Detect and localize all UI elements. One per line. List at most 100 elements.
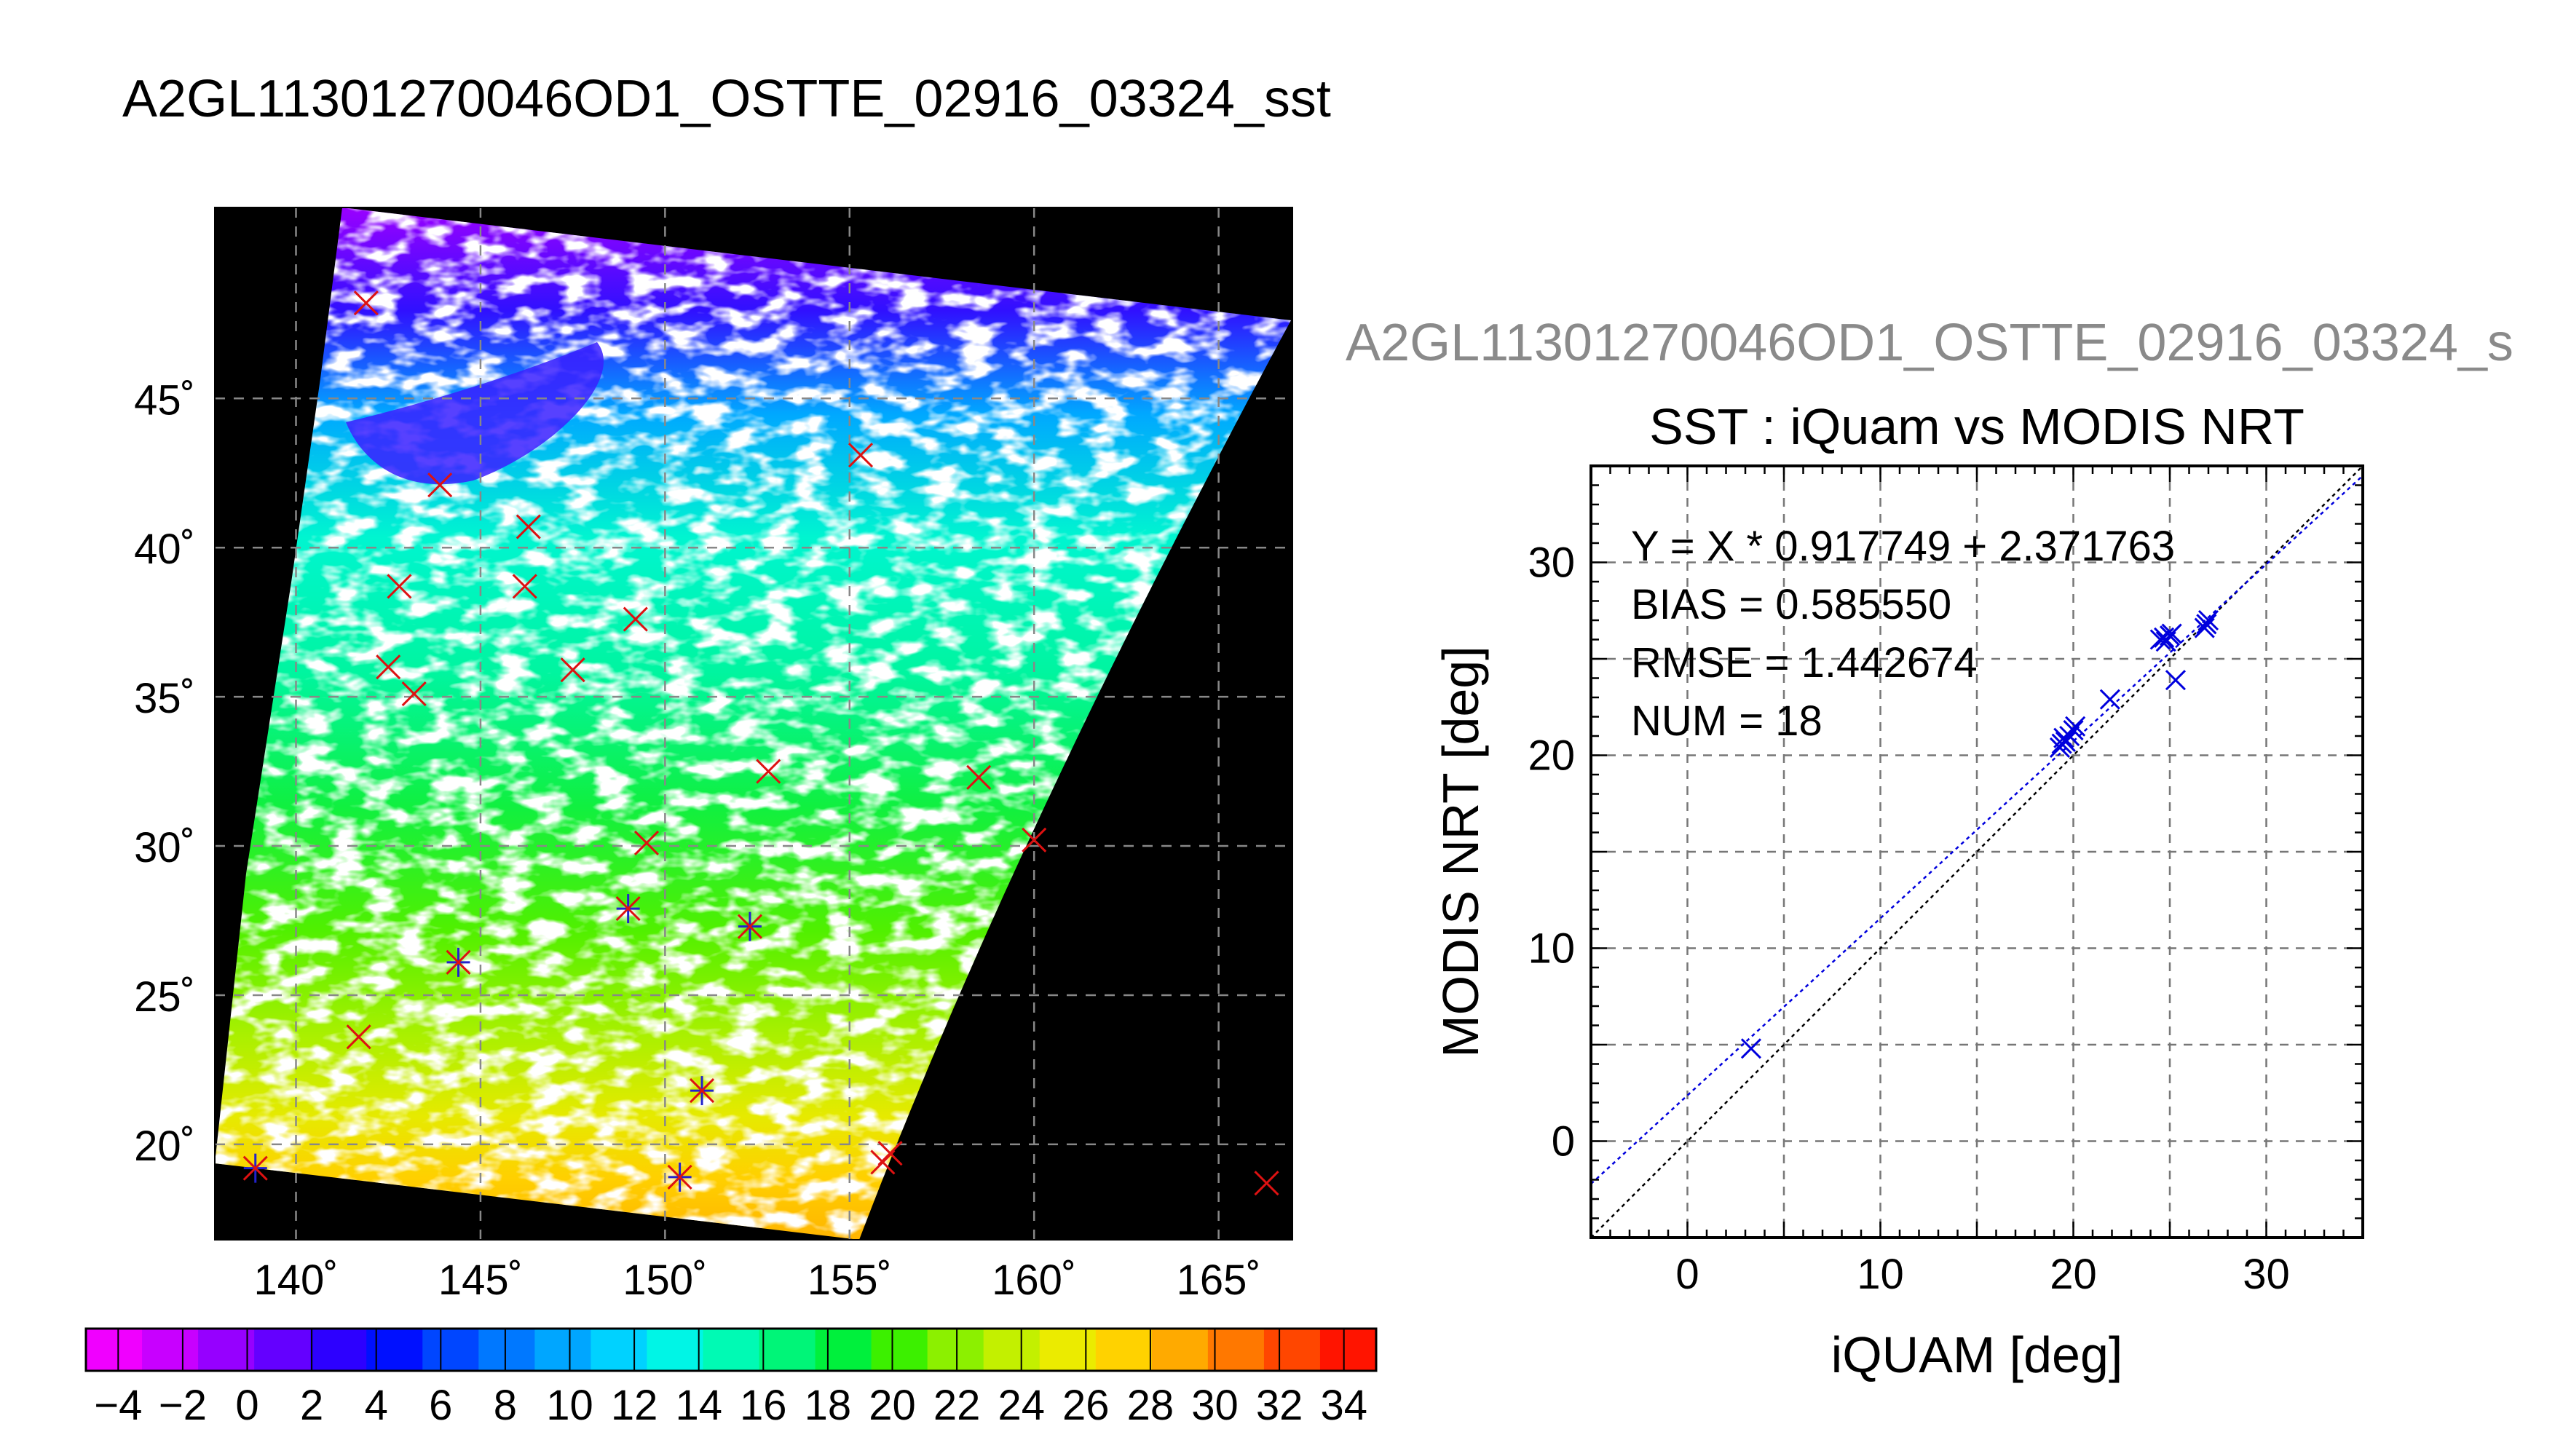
map-marker-x xyxy=(427,472,453,498)
map-marker-x xyxy=(560,657,585,683)
map-lat-label: 20˚ xyxy=(134,1123,195,1170)
scatter-point xyxy=(2161,623,2182,644)
map-lon-label: 150˚ xyxy=(623,1257,707,1304)
colorbar-label: 16 xyxy=(740,1382,787,1429)
colorbar-swatch xyxy=(478,1329,535,1371)
map-lat-labels: 20˚ 25˚ 30˚ 35˚ 40˚ 45˚ xyxy=(134,376,195,1170)
scatter-grid xyxy=(1591,466,2363,1238)
y-axis-label: MODIS NRT [deg] xyxy=(1432,646,1489,1057)
colorbar-swatch xyxy=(366,1329,423,1371)
colorbar-swatch xyxy=(198,1329,255,1371)
colorbar-label: 6 xyxy=(429,1382,452,1429)
colorbar-frame xyxy=(84,1327,1378,1372)
scatter-xtick-label: 20 xyxy=(2050,1251,2097,1298)
colorbar-swatch xyxy=(1039,1329,1097,1371)
map-lat-label: 35˚ xyxy=(134,675,195,722)
scatter-plot: 0 10 20 30 0 10 20 30 Y = X * 0.917749 + 2.3717… xyxy=(1528,464,2364,1298)
colorbar-swatch xyxy=(983,1329,1040,1371)
colorbar-swatch xyxy=(86,1329,143,1371)
scatter-points xyxy=(1740,609,2219,1059)
map-marker-x xyxy=(346,1024,371,1050)
scatter-point xyxy=(2055,731,2076,753)
colorbar-label: 32 xyxy=(1256,1382,1303,1429)
scatter-ticks: 0 10 20 30 0 10 20 30 xyxy=(1528,464,2364,1298)
scatter-xtick-label: 0 xyxy=(1675,1251,1699,1298)
colorbar-swatch xyxy=(871,1329,928,1371)
map-marker-x xyxy=(512,574,537,599)
colorbar-label: 4 xyxy=(365,1382,388,1429)
scatter-ytick-label: 30 xyxy=(1528,539,1575,587)
colorbar-swatch xyxy=(422,1329,479,1371)
colorbar-swatch xyxy=(534,1329,591,1371)
scatter-xtick-label: 30 xyxy=(2243,1251,2290,1298)
map-marker-x xyxy=(966,764,992,790)
colorbar-swatch xyxy=(647,1329,703,1371)
map-lat-label: 30˚ xyxy=(134,824,195,871)
map-lon-label: 160˚ xyxy=(992,1257,1076,1304)
map-lon-label: 145˚ xyxy=(438,1257,523,1304)
map-marker-x xyxy=(737,914,762,939)
map-marker-x xyxy=(633,830,660,855)
scatter-point xyxy=(2165,670,2187,691)
map-markers xyxy=(242,290,1279,1196)
scatter-annotation: Y = X * 0.917749 + 2.371763 xyxy=(1631,523,2175,570)
scatter-point xyxy=(2194,617,2215,638)
colorbar-label: −4 xyxy=(94,1382,142,1429)
cold-region xyxy=(346,342,604,485)
colorbar-label: 2 xyxy=(300,1382,323,1429)
map-marker-x xyxy=(353,290,379,316)
map-marker-x xyxy=(401,681,427,707)
scatter-title: SST : iQuam vs MODIS NRT xyxy=(1649,398,2305,455)
colorbar-swatch xyxy=(1263,1329,1321,1371)
scatter-annotation: BIAS = 0.585550 xyxy=(1631,581,1951,628)
scatter-annotations: Y = X * 0.917749 + 2.371763 BIAS = 0.5855… xyxy=(1631,523,2175,745)
colorbar-swatch xyxy=(254,1329,311,1371)
scatter-point xyxy=(2099,689,2120,710)
colorbar-label: 22 xyxy=(933,1382,981,1429)
map-marker-x xyxy=(242,1155,268,1181)
scatter-point xyxy=(2059,725,2080,747)
colorbar-label: 10 xyxy=(546,1382,593,1429)
map-lon-labels: 140˚ 145˚ 150˚ 155˚ 160˚ 165˚ xyxy=(253,1257,1260,1304)
colorbar-swatch xyxy=(815,1329,872,1371)
map-marker-x xyxy=(756,759,781,784)
map-marker-x xyxy=(376,654,401,680)
colorbar-swatch xyxy=(142,1329,199,1371)
map-lon-label: 155˚ xyxy=(807,1257,892,1304)
map-marker-x xyxy=(623,606,648,632)
map-lon-label: 140˚ xyxy=(253,1257,338,1304)
map-grid xyxy=(215,207,1292,1240)
colorbar-label: 18 xyxy=(805,1382,852,1429)
sst-map xyxy=(215,207,1292,1240)
colorbar-swatch xyxy=(1207,1329,1265,1371)
scatter-ytick-label: 20 xyxy=(1528,732,1575,780)
colorbar-label: 24 xyxy=(998,1382,1045,1429)
colorbar-labels: −4 −2 0 2 4 6 8 10 12 14 16 18 20 22 24 26 28 30 32 34 xyxy=(94,1382,1367,1429)
colorbar-label: 28 xyxy=(1127,1382,1174,1429)
scatter-point xyxy=(2065,716,2086,737)
colorbar-swatch xyxy=(759,1329,816,1371)
colorbar-label: 0 xyxy=(235,1382,258,1429)
map-frame xyxy=(214,207,1293,1241)
colorbar-label: 20 xyxy=(869,1382,916,1429)
scatter-ytick-label: 10 xyxy=(1528,925,1575,973)
map-marker-x xyxy=(877,1141,903,1166)
map-marker-x xyxy=(387,574,412,599)
colorbar-swatch xyxy=(310,1329,367,1371)
scatter-point xyxy=(1740,1038,1762,1059)
colorbar-swatch xyxy=(1095,1329,1153,1371)
x-axis-label: iQUAM [deg] xyxy=(1831,1326,2123,1383)
colorbar-label: 34 xyxy=(1320,1382,1367,1429)
scatter-point xyxy=(2196,614,2217,635)
colorbar xyxy=(84,1327,1378,1372)
colorbar-label: 12 xyxy=(611,1382,658,1429)
scatter-point xyxy=(2063,719,2084,741)
colorbar-label: 30 xyxy=(1191,1382,1239,1429)
land-japan xyxy=(215,207,342,1163)
map-marker-x xyxy=(689,1078,715,1104)
scatter-ytick-label: 0 xyxy=(1552,1118,1575,1166)
colorbar-swatch xyxy=(927,1329,984,1371)
map-lon-label: 165˚ xyxy=(1177,1257,1261,1304)
